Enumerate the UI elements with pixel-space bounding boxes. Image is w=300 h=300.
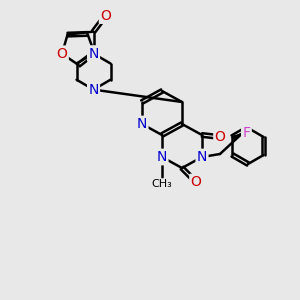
- Text: O: O: [190, 175, 201, 189]
- Text: N: N: [197, 150, 207, 164]
- Text: CH₃: CH₃: [152, 179, 172, 189]
- Text: N: N: [88, 46, 99, 61]
- Text: O: O: [57, 47, 68, 61]
- Text: N: N: [137, 117, 147, 131]
- Text: N: N: [157, 150, 167, 164]
- Text: O: O: [214, 130, 225, 144]
- Text: O: O: [100, 9, 111, 22]
- Text: N: N: [88, 82, 99, 97]
- Text: F: F: [242, 126, 250, 140]
